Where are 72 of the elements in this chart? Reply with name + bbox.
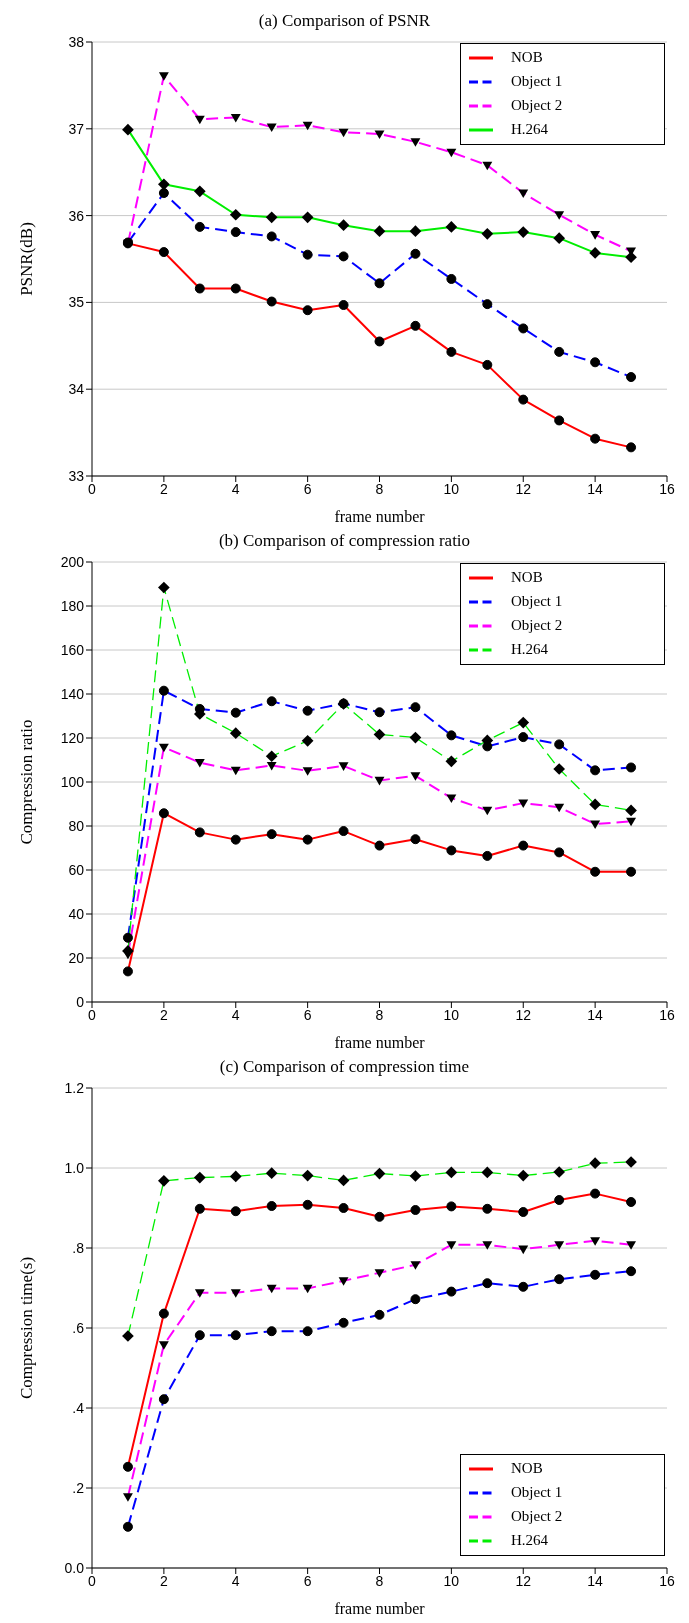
x-axis-title: frame number <box>334 1600 426 1617</box>
legend-label: NOB <box>511 1459 543 1476</box>
y-tick-label: 140 <box>60 685 85 702</box>
y-tick-label: 1.2 <box>64 1079 85 1096</box>
legend-label: H.264 <box>511 640 549 657</box>
x-tick-label: 4 <box>231 1572 240 1589</box>
legend-label: NOB <box>511 48 543 65</box>
x-tick-label: 2 <box>159 1006 168 1023</box>
chart-title: (b) Comparison of compression ratio <box>217 530 472 552</box>
x-tick-label: 16 <box>659 480 675 497</box>
y-tick-label: .8 <box>72 1239 85 1256</box>
y-tick-label: 120 <box>60 729 85 746</box>
x-axis-title: frame number <box>334 508 426 525</box>
x-tick-label: 16 <box>659 1006 675 1023</box>
y-tick-label: 20 <box>68 949 85 966</box>
y-tick-label: 60 <box>68 861 85 878</box>
x-tick-label: 0 <box>88 1572 97 1589</box>
x-axis-title: frame number <box>334 1034 426 1051</box>
legend-label: Object 2 <box>511 1507 563 1524</box>
x-tick-label: 0 <box>88 480 97 497</box>
legend-label: H.264 <box>511 120 549 137</box>
y-tick-label: 36 <box>68 207 85 224</box>
legend-label: Object 2 <box>511 616 563 633</box>
x-tick-label: 10 <box>443 1572 460 1589</box>
x-tick-label: 2 <box>159 1572 168 1589</box>
y-axis-title: PSNR(dB) <box>17 222 37 296</box>
x-tick-label: 12 <box>515 1006 532 1023</box>
y-tick-label: 160 <box>60 641 85 658</box>
legend-label: H.264 <box>511 1531 549 1548</box>
x-tick-label: 14 <box>587 1006 604 1023</box>
y-tick-label: 40 <box>68 905 85 922</box>
x-tick-label: 16 <box>659 1572 675 1589</box>
legend-label: Object 1 <box>511 72 563 89</box>
legend-label: Object 1 <box>511 592 563 609</box>
y-tick-label: 34 <box>68 381 85 398</box>
y-tick-label: 80 <box>68 817 85 834</box>
y-tick-label: 33 <box>68 467 85 484</box>
x-tick-label: 2 <box>159 480 168 497</box>
x-tick-label: 6 <box>303 1572 312 1589</box>
y-tick-label: 200 <box>60 553 85 570</box>
legend-label: Object 2 <box>511 96 563 113</box>
x-tick-label: 8 <box>375 1006 384 1023</box>
y-tick-label: .4 <box>72 1399 85 1416</box>
y-tick-label: 38 <box>68 33 85 50</box>
x-tick-label: 4 <box>231 480 240 497</box>
x-tick-label: 14 <box>587 1572 604 1589</box>
x-tick-label: 12 <box>515 480 532 497</box>
y-tick-label: 35 <box>68 294 85 311</box>
legend-label: Object 1 <box>511 1483 563 1500</box>
x-tick-label: 8 <box>375 1572 384 1589</box>
y-tick-label: 0.0 <box>64 1559 85 1576</box>
legend-label: NOB <box>511 568 543 585</box>
y-tick-label: .6 <box>72 1319 85 1336</box>
y-tick-label: 37 <box>68 120 85 137</box>
chart-title: (a) Comparison of PSNR <box>257 10 432 32</box>
x-tick-label: 14 <box>587 480 604 497</box>
x-tick-label: 0 <box>88 1006 97 1023</box>
y-tick-label: 180 <box>60 597 85 614</box>
x-tick-label: 8 <box>375 480 384 497</box>
y-axis-title: Compression ratio <box>17 719 37 845</box>
x-tick-label: 12 <box>515 1572 532 1589</box>
y-tick-label: 100 <box>60 773 85 790</box>
chart-title: (c) Comparison of compression time <box>218 1056 471 1078</box>
y-tick-label: .2 <box>72 1479 85 1496</box>
x-tick-label: 10 <box>443 1006 460 1023</box>
x-tick-label: 4 <box>231 1006 240 1023</box>
y-tick-label: 1.0 <box>64 1159 85 1176</box>
x-tick-label: 6 <box>303 1006 312 1023</box>
y-axis-title: Compression time(s) <box>17 1256 37 1400</box>
y-tick-label: 0 <box>76 993 85 1010</box>
x-tick-label: 6 <box>303 480 312 497</box>
x-tick-label: 10 <box>443 480 460 497</box>
